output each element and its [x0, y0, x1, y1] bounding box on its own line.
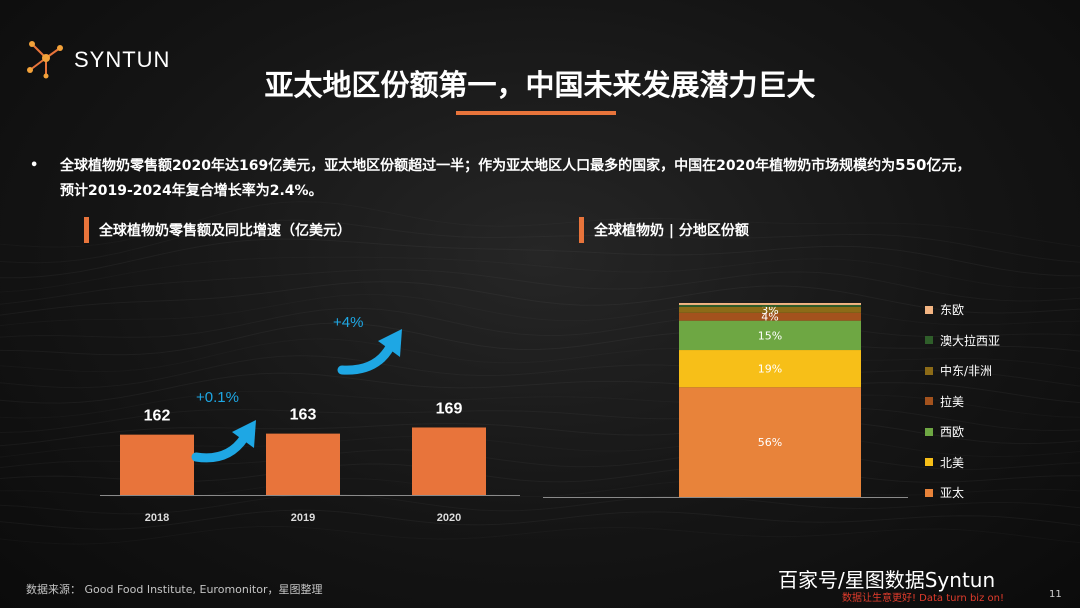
bullet-line-1-text: 全球植物奶零售额2020年达169亿美元，亚太地区份额超过一半；作为亚太地区人口… — [60, 158, 896, 174]
watermark-title: 百家号/星图数据Syntun — [778, 568, 996, 592]
stack-segment-西欧 — [679, 320, 861, 351]
wave-line — [0, 420, 1080, 447]
legend-item: 亚太 — [925, 484, 964, 501]
legend-swatch — [925, 427, 933, 436]
left-chart-x-axis — [100, 495, 520, 496]
stack-segment-澳大拉西亚 — [679, 304, 861, 307]
legend-label: 拉美 — [940, 394, 965, 409]
wave-line — [0, 281, 1080, 316]
bar-2020 — [412, 427, 486, 495]
right-chart-x-axis — [543, 497, 908, 498]
wave-line — [0, 219, 1080, 264]
legend-swatch — [925, 397, 933, 405]
section-accent-bar — [579, 217, 584, 243]
legend-swatch — [925, 488, 933, 497]
legend-label: 北美 — [940, 455, 965, 470]
wave-line — [0, 307, 1080, 338]
legend-label: 亚太 — [940, 486, 965, 500]
stack-segment-拉美 — [679, 312, 861, 321]
wave-line — [0, 478, 1080, 499]
wave-line — [0, 372, 1080, 404]
brand-name: SYNTUN — [74, 47, 171, 72]
legend-swatch — [925, 336, 933, 344]
bullet-line-2: 预计2019-2024年复合增长率为2.4%。 — [60, 183, 323, 199]
wave-line — [0, 269, 1080, 305]
stack-segment-中东/非洲 — [679, 306, 861, 313]
x-tick-label: 2020 — [437, 512, 461, 524]
right-chart-header: 全球植物奶 | 分地区份额 — [579, 217, 749, 243]
wave-line — [0, 201, 1080, 248]
watermark-slogan: 数据让生意更好! Data turn biz on! — [842, 593, 1004, 604]
wave-line — [0, 322, 1080, 356]
summary-bullet: • 全球植物奶零售额2020年达169亿美元，亚太地区份额超过一半；作为亚太地区… — [30, 153, 1070, 204]
stack-segment-亚太 — [679, 387, 861, 497]
left-chart-title: 全球植物奶零售额及同比增速（亿美元） — [99, 223, 351, 239]
x-tick-label: 2019 — [291, 512, 315, 524]
wave-line — [0, 509, 1080, 530]
growth-rate-label: +0.1% — [196, 389, 239, 406]
x-tick-label: 2018 — [145, 512, 169, 524]
legend-label: 中东/非洲 — [940, 364, 993, 378]
left-chart-header: 全球植物奶零售额及同比增速（亿美元） — [84, 217, 351, 243]
wave-line — [0, 390, 1080, 419]
brand-logo: SYNTUN — [22, 38, 170, 82]
bullet-marker: • — [30, 158, 39, 173]
legend-label: 澳大拉西亚 — [940, 333, 1001, 348]
wave-line — [0, 355, 1080, 389]
legend-item: 拉美 — [925, 393, 964, 410]
wave-line — [0, 338, 1080, 373]
segment-value-label: 4% — [761, 311, 778, 324]
wave-line — [0, 493, 1080, 515]
bar-value-label: 169 — [436, 400, 463, 417]
segment-value-label: 56% — [758, 436, 782, 449]
network-logo-icon — [27, 41, 63, 79]
bar-value-label: 162 — [144, 408, 171, 425]
wave-line — [0, 294, 1080, 327]
growth-arrow-icon — [191, 420, 256, 463]
wave-line — [0, 525, 1080, 545]
slide-title: 亚太地区份额第一，中国未来发展潜力巨大 — [264, 68, 816, 102]
growth-rate-label: +4% — [333, 314, 363, 331]
wave-line — [0, 256, 1080, 293]
stack-segment-东欧 — [679, 303, 861, 305]
page-number: 11 — [1049, 589, 1062, 600]
legend-label: 东欧 — [940, 303, 965, 317]
segment-value-label: 19% — [758, 363, 782, 376]
legend-item: 西欧 — [925, 423, 964, 440]
legend-swatch — [925, 366, 933, 375]
legend-item: 澳大拉西亚 — [925, 332, 1000, 349]
wave-line — [0, 238, 1080, 279]
legend-item: 北美 — [925, 454, 964, 471]
stack-segment-北美 — [679, 350, 861, 388]
data-source-note: 数据来源： Good Food Institute, Euromonitor，星… — [26, 583, 323, 596]
wave-line — [0, 407, 1080, 433]
bar-2018 — [120, 434, 194, 495]
legend-item: 东欧 — [925, 301, 964, 318]
title-underline — [456, 111, 616, 115]
segment-value-label: 3% — [761, 304, 778, 317]
legend-swatch — [925, 305, 933, 314]
section-accent-bar — [84, 217, 89, 243]
legend-item: 中东/非洲 — [925, 362, 992, 379]
bullet-highlight-value: 550亿元 — [895, 156, 957, 174]
right-chart-title: 全球植物奶 | 分地区份额 — [594, 223, 749, 239]
bar-value-label: 163 — [290, 407, 317, 424]
bar-2019 — [266, 433, 340, 495]
growth-arrow-icon — [337, 329, 402, 375]
bullet-line-1-end: ， — [956, 158, 971, 174]
legend-swatch — [925, 458, 933, 466]
bullet-line-1: 全球植物奶零售额2020年达169亿美元，亚太地区份额超过一半；作为亚太地区人口… — [60, 153, 1070, 179]
legend-label: 西欧 — [940, 425, 965, 439]
segment-value-label: 15% — [758, 329, 782, 342]
